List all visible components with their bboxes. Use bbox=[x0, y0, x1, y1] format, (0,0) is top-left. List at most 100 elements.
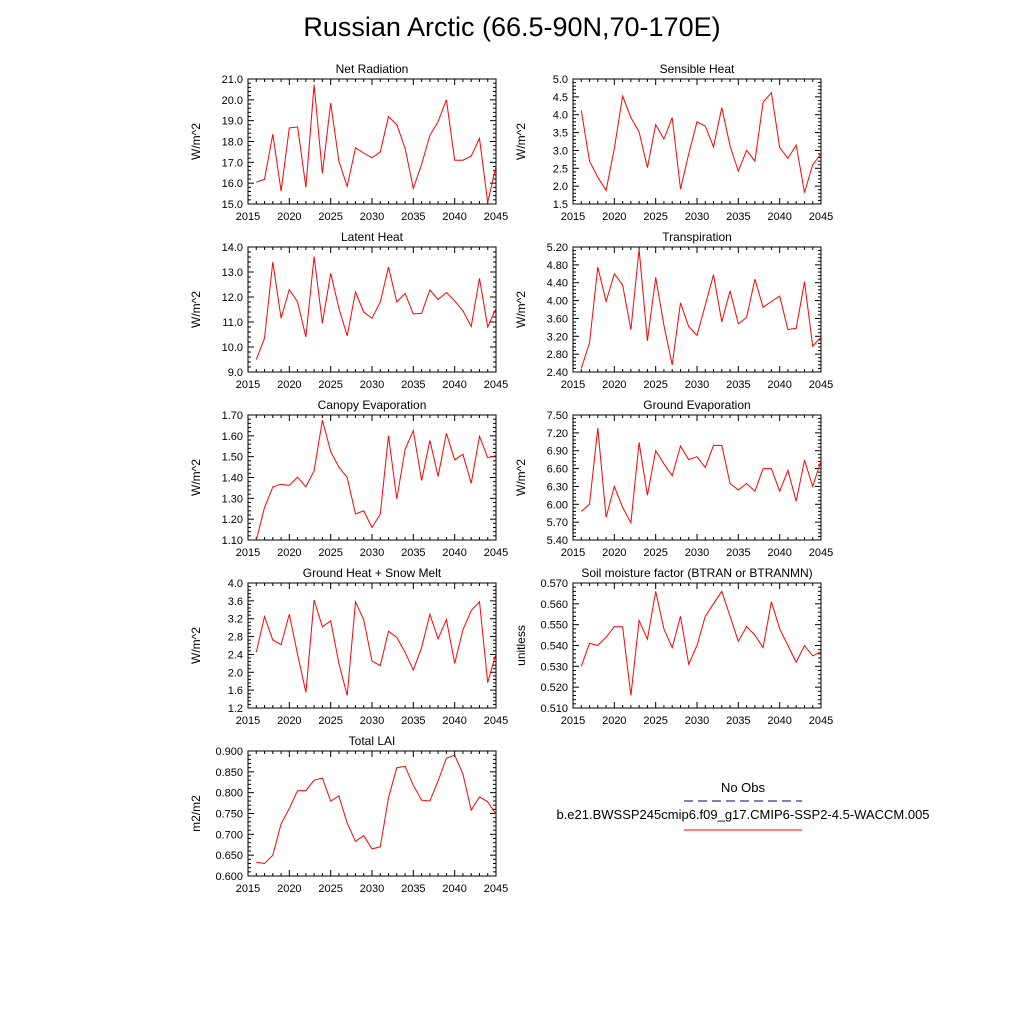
x-tick-label: 2045 bbox=[484, 547, 508, 559]
y-tick-label: 15.0 bbox=[222, 199, 243, 211]
x-tick-label: 2015 bbox=[561, 547, 585, 559]
x-tick-label: 2015 bbox=[561, 715, 585, 727]
x-tick-label: 2035 bbox=[726, 379, 750, 391]
chart-panel: Ground Evaporation W/m^2 2015 2020 2025 2030 2… bbox=[514, 398, 833, 559]
y-tick-label: 3.6 bbox=[228, 596, 243, 608]
y-tick-label: 4.0 bbox=[553, 110, 568, 122]
series-line bbox=[255, 599, 497, 696]
y-tick-label: 0.850 bbox=[215, 767, 243, 779]
y-tick-label: 6.30 bbox=[547, 481, 568, 493]
chart-panel: Canopy Evaporation W/m^2 2015 2020 2025 2030 2… bbox=[189, 398, 508, 559]
y-tick-label: 0.750 bbox=[215, 809, 243, 821]
y-tick-label: 11.0 bbox=[222, 317, 243, 329]
y-tick-label: 3.2 bbox=[228, 614, 243, 626]
y-tick-label: 6.00 bbox=[547, 499, 568, 511]
chart-panel: Net Radiation W/m^2 2015 2020 2025 2030 2035 20… bbox=[189, 62, 508, 223]
x-tick-label: 2045 bbox=[809, 379, 833, 391]
x-tick-label: 2040 bbox=[442, 211, 466, 223]
chart-title: Net Radiation bbox=[336, 62, 409, 76]
x-tick-label: 2025 bbox=[643, 715, 667, 727]
x-tick-label: 2030 bbox=[360, 379, 384, 391]
x-tick-label: 2045 bbox=[484, 379, 508, 391]
y-tick-label: 0.550 bbox=[540, 620, 568, 632]
x-tick-label: 2020 bbox=[277, 211, 301, 223]
chart-panel: Soil moisture factor (BTRAN or BTRANMN) u… bbox=[514, 566, 833, 727]
y-tick-label: 2.0 bbox=[228, 667, 243, 679]
y-tick-label: 3.5 bbox=[553, 128, 568, 140]
y-tick-label: 12.0 bbox=[222, 292, 243, 304]
x-tick-label: 2030 bbox=[685, 547, 709, 559]
x-tick-label: 2035 bbox=[401, 883, 425, 895]
x-tick-label: 2015 bbox=[236, 211, 260, 223]
x-tick-label: 2045 bbox=[809, 715, 833, 727]
x-tick-label: 2035 bbox=[401, 547, 425, 559]
y-tick-label: 3.0 bbox=[553, 145, 568, 157]
y-tick-label: 1.50 bbox=[222, 452, 243, 464]
y-tick-label: 0.520 bbox=[540, 682, 568, 694]
x-tick-label: 2040 bbox=[442, 715, 466, 727]
x-tick-label: 2015 bbox=[561, 211, 585, 223]
y-axis-label: W/m^2 bbox=[189, 291, 203, 328]
chart-panel: Total LAI m2/m2 2015 2020 2025 2030 2035 2040 20… bbox=[189, 734, 508, 895]
chart-panel: Transpiration W/m^2 2015 2020 2025 2030 2035 20… bbox=[514, 230, 833, 391]
y-tick-label: 4.80 bbox=[547, 260, 568, 272]
y-tick-label: 6.90 bbox=[547, 446, 568, 458]
x-tick-label: 2030 bbox=[360, 715, 384, 727]
y-tick-label: 13.0 bbox=[222, 267, 243, 279]
y-tick-label: 7.20 bbox=[547, 428, 568, 440]
x-tick-label: 2030 bbox=[685, 715, 709, 727]
x-tick-label: 2040 bbox=[767, 211, 791, 223]
y-tick-label: 1.20 bbox=[222, 514, 243, 526]
x-tick-label: 2040 bbox=[767, 547, 791, 559]
x-tick-label: 2040 bbox=[767, 715, 791, 727]
y-tick-label: 2.0 bbox=[553, 181, 568, 193]
x-tick-label: 2020 bbox=[277, 715, 301, 727]
chart-title: Ground Evaporation bbox=[643, 398, 750, 412]
y-axis-label: W/m^2 bbox=[189, 459, 203, 496]
y-tick-label: 3.60 bbox=[547, 313, 568, 325]
y-tick-label: 4.40 bbox=[547, 278, 568, 290]
x-tick-label: 2035 bbox=[726, 715, 750, 727]
series-line bbox=[255, 420, 497, 541]
y-tick-label: 0.650 bbox=[215, 850, 243, 862]
series-line bbox=[580, 590, 822, 696]
x-tick-label: 2015 bbox=[561, 379, 585, 391]
x-tick-label: 2020 bbox=[277, 883, 301, 895]
x-tick-label: 2045 bbox=[809, 547, 833, 559]
y-tick-label: 1.5 bbox=[553, 199, 568, 211]
x-tick-label: 2020 bbox=[602, 211, 626, 223]
chart-title: Ground Heat + Snow Melt bbox=[303, 566, 442, 580]
chart-title: Latent Heat bbox=[341, 230, 404, 244]
x-tick-label: 2020 bbox=[277, 379, 301, 391]
x-tick-label: 2025 bbox=[318, 883, 342, 895]
x-tick-label: 2025 bbox=[318, 715, 342, 727]
figure-title: Russian Arctic (66.5-90N,70-170E) bbox=[303, 12, 721, 42]
legend-obs-label: No Obs bbox=[721, 780, 766, 795]
y-tick-label: 10.0 bbox=[222, 342, 243, 354]
x-tick-label: 2035 bbox=[401, 379, 425, 391]
y-tick-label: 4.0 bbox=[228, 578, 243, 590]
series-line bbox=[580, 249, 822, 369]
y-axis-label: unitless bbox=[514, 625, 528, 666]
y-tick-label: 2.80 bbox=[547, 349, 568, 361]
chart-title: Canopy Evaporation bbox=[318, 398, 427, 412]
y-axis-label: W/m^2 bbox=[514, 123, 528, 160]
y-tick-label: 0.510 bbox=[540, 703, 568, 715]
y-tick-label: 3.20 bbox=[547, 331, 568, 343]
x-tick-label: 2045 bbox=[809, 211, 833, 223]
y-axis-label: m2/m2 bbox=[189, 795, 203, 832]
x-tick-label: 2035 bbox=[401, 715, 425, 727]
x-tick-label: 2025 bbox=[318, 547, 342, 559]
chart-title: Sensible Heat bbox=[660, 62, 735, 76]
x-tick-label: 2020 bbox=[602, 379, 626, 391]
x-tick-label: 2025 bbox=[643, 211, 667, 223]
legend-model-label: b.e21.BWSSP245cmip6.f09_g17.CMIP6-SSP2-4… bbox=[556, 807, 929, 822]
plot-frame bbox=[247, 78, 497, 205]
legend: No Obs b.e21.BWSSP245cmip6.f09_g17.CMIP6… bbox=[556, 780, 930, 831]
y-tick-label: 1.6 bbox=[228, 685, 243, 697]
plot-frame bbox=[247, 414, 497, 541]
plot-frame bbox=[572, 414, 822, 541]
x-tick-label: 2025 bbox=[318, 379, 342, 391]
y-tick-label: 5.70 bbox=[547, 517, 568, 529]
x-tick-label: 2045 bbox=[484, 211, 508, 223]
